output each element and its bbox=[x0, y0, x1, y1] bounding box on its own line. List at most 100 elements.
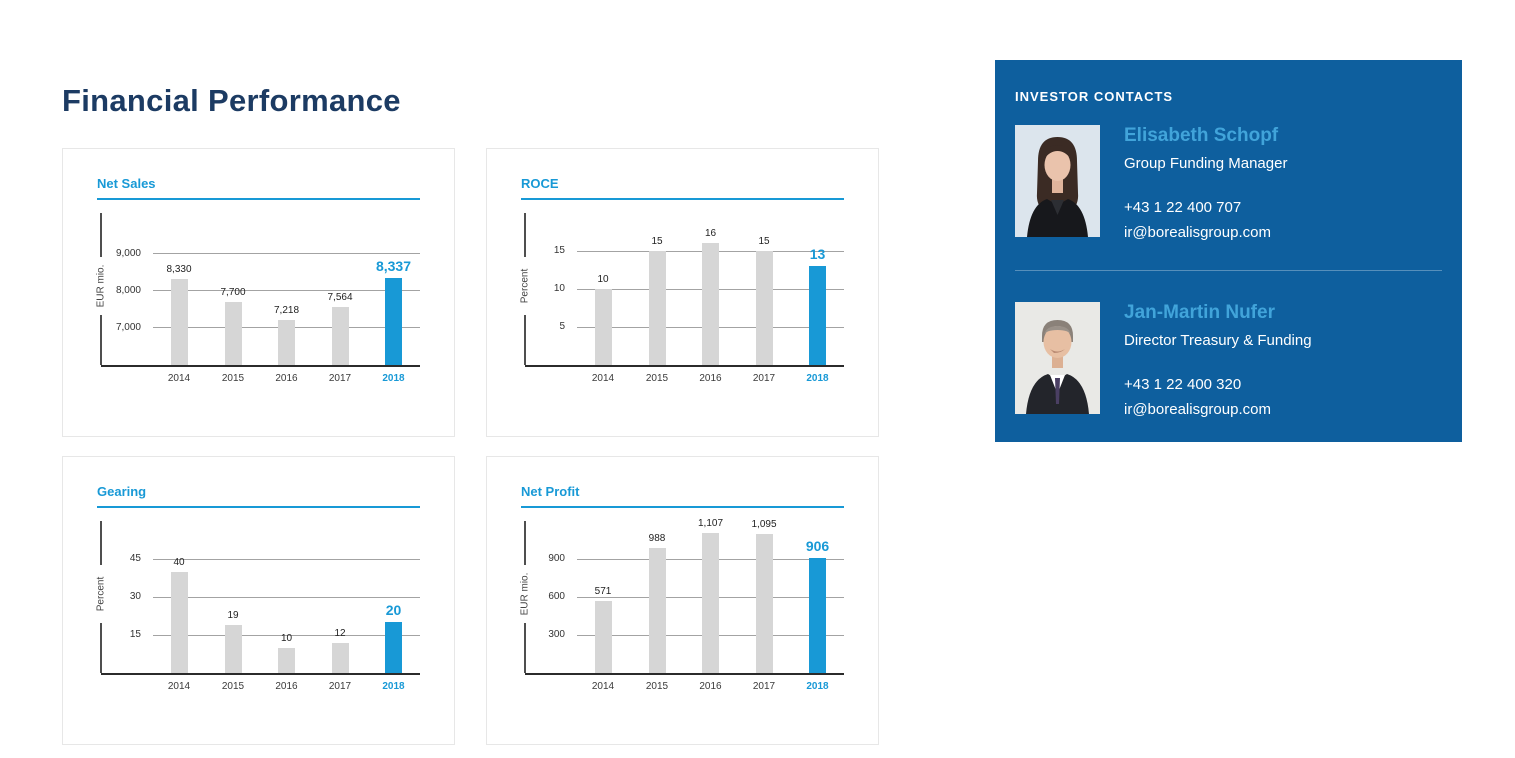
bar-2014 bbox=[594, 600, 612, 673]
bar-value-label: 16 bbox=[704, 228, 717, 240]
chart-title: Net Profit bbox=[521, 484, 580, 499]
bar-2015 bbox=[224, 624, 242, 673]
bar-2017 bbox=[755, 534, 773, 673]
x-tick-label: 2017 bbox=[752, 681, 776, 692]
y-tick-label: 600 bbox=[548, 591, 565, 602]
chart-plot: EUR mio. 300 600 900 571 988 1,107 1,095 906 bbox=[487, 517, 878, 673]
bar-value-label: 10 bbox=[597, 274, 609, 285]
x-axis-labels: 2014 2015 2016 2017 2018 bbox=[63, 681, 454, 695]
x-tick-label: 2014 bbox=[167, 373, 191, 384]
chart-title-rule bbox=[521, 198, 844, 200]
y-tick-label: 8,000 bbox=[115, 284, 141, 296]
contact-info: Jan-Martin Nufer Director Treasury & Fun… bbox=[1124, 302, 1312, 418]
y-axis-segment bbox=[100, 623, 102, 673]
y-tick-label: 45 bbox=[129, 553, 141, 564]
contact-email[interactable]: ir@borealisgroup.com bbox=[1124, 401, 1271, 418]
gridline bbox=[153, 596, 420, 598]
x-axis-line bbox=[101, 365, 420, 367]
x-axis-line bbox=[101, 673, 420, 675]
x-tick-label: 2018 bbox=[382, 373, 405, 384]
x-tick-label: 2017 bbox=[328, 681, 352, 692]
y-tick-label: 5 bbox=[559, 321, 565, 332]
x-tick-label: 2015 bbox=[645, 373, 669, 384]
chart-plot: Percent 5 10 15 10 15 16 15 13 bbox=[487, 213, 878, 365]
chart-plot: EUR mio. 7,000 8,000 9,000 8,330 7,700 7,218 7… bbox=[63, 213, 454, 365]
panel-header: INVESTOR CONTACTS bbox=[1015, 89, 1174, 104]
contact-role: Director Treasury & Funding bbox=[1124, 332, 1312, 349]
gridline bbox=[153, 253, 420, 255]
bar-2018 bbox=[809, 558, 826, 673]
chart-card-net-profit: Net Profit EUR mio. 300 600 900 571 988 1,107… bbox=[486, 456, 879, 745]
contact-card: Elisabeth Schopf Group Funding Manager +… bbox=[1015, 125, 1442, 241]
bar-2014 bbox=[594, 289, 612, 365]
chart-title-rule bbox=[97, 506, 420, 508]
page-title: Financial Performance bbox=[62, 82, 401, 118]
contact-card: Jan-Martin Nufer Director Treasury & Fun… bbox=[1015, 302, 1442, 418]
bar-value-label: 7,700 bbox=[220, 286, 246, 298]
contact-email[interactable]: ir@borealisgroup.com bbox=[1124, 224, 1271, 241]
man-portrait-image bbox=[1015, 302, 1100, 414]
y-axis-segment bbox=[524, 315, 526, 365]
y-axis-segment bbox=[100, 213, 102, 257]
bar-value-label: 8,330 bbox=[166, 263, 192, 275]
x-axis-line bbox=[525, 365, 844, 367]
gridline bbox=[153, 290, 420, 292]
bar-value-label: 15 bbox=[651, 236, 663, 247]
contact-phone[interactable]: +43 1 22 400 707 bbox=[1124, 199, 1242, 216]
y-axis-segment bbox=[100, 315, 102, 365]
bar-value-label: 571 bbox=[594, 585, 612, 597]
bar-value-label: 15 bbox=[758, 236, 770, 247]
y-tick-label: 15 bbox=[553, 245, 565, 256]
y-tick-label: 15 bbox=[129, 629, 141, 640]
bar-2015 bbox=[648, 251, 666, 365]
x-tick-label: 2018 bbox=[806, 681, 829, 692]
x-tick-label: 2016 bbox=[275, 681, 298, 692]
bar-2017 bbox=[331, 642, 349, 673]
bar-2016 bbox=[702, 532, 719, 673]
x-axis-labels: 2014 2015 2016 2017 2018 bbox=[487, 373, 878, 387]
y-axis-segment bbox=[524, 213, 526, 257]
bar-value-label: 10 bbox=[280, 632, 293, 644]
chart-title-rule bbox=[521, 506, 844, 508]
bar-value-label: 12 bbox=[334, 627, 346, 639]
investor-contacts-panel: INVESTOR CONTACTS Elisabeth Schopf Group… bbox=[995, 60, 1462, 442]
bar-2018 bbox=[385, 278, 402, 365]
bar-value-label: 1,107 bbox=[697, 517, 724, 529]
x-tick-label: 2018 bbox=[382, 681, 405, 692]
x-axis-line bbox=[525, 673, 844, 675]
bar-2016 bbox=[278, 319, 295, 365]
chart-title: ROCE bbox=[521, 176, 559, 191]
bar-2014 bbox=[170, 278, 188, 365]
y-axis-segment bbox=[524, 521, 526, 565]
contacts-divider bbox=[1015, 270, 1442, 271]
x-tick-label: 2016 bbox=[275, 373, 298, 384]
x-tick-label: 2016 bbox=[699, 681, 722, 692]
x-axis-labels: 2014 2015 2016 2017 2018 bbox=[63, 373, 454, 387]
y-tick-label: 30 bbox=[129, 591, 141, 602]
bar-value-label: 7,218 bbox=[273, 304, 300, 316]
x-tick-label: 2014 bbox=[591, 681, 615, 692]
x-tick-label: 2017 bbox=[752, 373, 776, 384]
bar-value-label: 20 bbox=[385, 602, 402, 619]
x-tick-label: 2015 bbox=[221, 681, 245, 692]
bar-value-label: 40 bbox=[173, 556, 185, 568]
y-tick-label: 300 bbox=[548, 629, 565, 640]
bar-2016 bbox=[278, 647, 295, 673]
bar-2018 bbox=[385, 622, 402, 673]
y-axis-segment bbox=[100, 521, 102, 565]
contact-role: Group Funding Manager bbox=[1124, 155, 1288, 172]
contact-phone[interactable]: +43 1 22 400 320 bbox=[1124, 376, 1242, 393]
bar-value-label: 19 bbox=[227, 609, 239, 621]
x-tick-label: 2018 bbox=[806, 373, 829, 384]
chart-title-rule bbox=[97, 198, 420, 200]
chart-title: Net Sales bbox=[97, 176, 156, 191]
woman-portrait-image bbox=[1015, 125, 1100, 237]
bar-value-label: 906 bbox=[805, 538, 830, 555]
bar-2018 bbox=[809, 266, 826, 365]
bar-2014 bbox=[170, 571, 188, 673]
y-tick-label: 900 bbox=[548, 553, 565, 564]
y-tick-label: 7,000 bbox=[115, 321, 141, 333]
chart-card-gearing: Gearing Percent 15 30 45 40 19 10 12 20 2014 201… bbox=[62, 456, 455, 745]
bar-value-label: 8,337 bbox=[375, 258, 412, 275]
x-axis-labels: 2014 2015 2016 2017 2018 bbox=[487, 681, 878, 695]
